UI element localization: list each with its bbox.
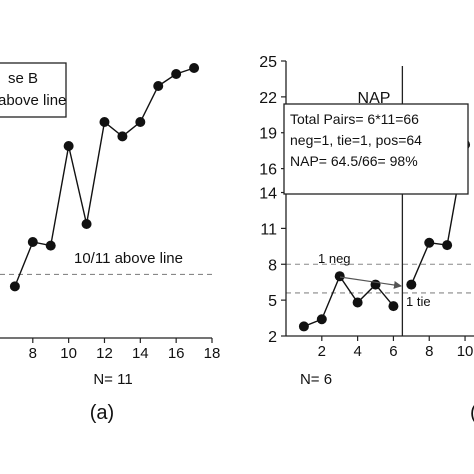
panel-b-x-tick-label: 10 xyxy=(457,343,474,360)
panel-a-label: (a) xyxy=(90,402,114,424)
panel-b-box-line-3: NAP= 64.5/66= 98% xyxy=(290,153,418,169)
panel-a-data-point xyxy=(135,117,146,127)
panel-b-data-point xyxy=(298,321,309,332)
panel-b-neg-arrow xyxy=(339,276,402,289)
panel-a-reference-label: 10/11 above line xyxy=(74,250,183,267)
panel-a-x-tick-label: 14 xyxy=(132,345,149,362)
panel-b-y-tick-label: 14 xyxy=(259,186,277,203)
panel-b-x-tick-label: 8 xyxy=(425,343,433,360)
panel-a-box-line-2: above line xyxy=(0,92,66,109)
panel-b-data-point xyxy=(334,271,345,282)
panel-a-data-point xyxy=(9,281,20,292)
panel-b-y-tick-label: 2 xyxy=(268,329,277,346)
panel-b-tie-label: 1 tie xyxy=(406,294,431,309)
panel-b-data-point xyxy=(352,297,363,308)
panel-b-data-point xyxy=(316,314,327,325)
panel-a-x-tick-label: 10 xyxy=(60,345,77,362)
panel-b-box-line-1: Total Pairs= 6*11=66 xyxy=(290,111,419,127)
panel-b-y-tick-label: 22 xyxy=(259,90,277,107)
panel-b-annotation-box xyxy=(283,103,469,195)
panel-b-xlabel: N= 6 xyxy=(300,371,332,388)
panel-a-data-point xyxy=(99,117,110,127)
panel-b-y-tick-label: 11 xyxy=(260,221,277,238)
panel-a-data-point xyxy=(171,69,182,79)
panel-a-data-point xyxy=(153,81,164,91)
panel-b-x-tick-label: 6 xyxy=(389,343,397,360)
panel-b-data-point xyxy=(388,301,399,312)
panel-b-data-point xyxy=(424,237,435,248)
panel-a-x-tick-label: 18 xyxy=(204,345,221,362)
panel-b-data-point xyxy=(370,279,381,290)
panel-a-data-point xyxy=(45,240,56,251)
panel-b-label: ( xyxy=(470,402,474,424)
panel-b-y-tick-label: 8 xyxy=(268,257,277,274)
panel-a-xlabel: N= 11 xyxy=(93,371,132,388)
panel-b-y-tick-label: 19 xyxy=(259,126,277,143)
panel-b-y-tick-label: 25 xyxy=(259,54,277,71)
panel-b-data-point xyxy=(406,279,417,290)
panel-a-series xyxy=(9,63,200,292)
panel-a-data-point xyxy=(27,237,38,247)
panel-b-data-point xyxy=(442,240,453,251)
panel-a-x-tick-label: 8 xyxy=(29,345,37,362)
panel-b-box-line-2: neg=1, tie=1, pos=64 xyxy=(290,132,422,148)
panel-b-reference-lines xyxy=(286,263,474,294)
panel-b-y-tick-label: 5 xyxy=(268,293,277,310)
panel-a-box-line-1: se B xyxy=(8,70,38,87)
panel-b-phase-label: NAP xyxy=(358,90,391,107)
panel-a-data-point xyxy=(189,63,200,73)
panel-b-series-line xyxy=(410,144,466,285)
panel-b-x-tick-label: 2 xyxy=(318,343,326,360)
panel-b-y-tick-label: 16 xyxy=(259,162,277,179)
panel-a-chart: 8 10 12 14 16 18 se B above line 10/11 above … xyxy=(0,62,221,424)
panel-a-data-point xyxy=(117,131,128,142)
panel-b-x-tick-label: 4 xyxy=(353,343,361,360)
panel-a-axes: 8 10 12 14 16 18 xyxy=(0,337,221,362)
panel-a-annotation-box xyxy=(0,62,67,118)
panel-a-data-point xyxy=(63,141,74,151)
panel-b-neg-label: 1 neg xyxy=(318,251,351,266)
panel-a-x-tick-label: 12 xyxy=(96,345,113,362)
panel-a-x-tick-label: 16 xyxy=(168,345,185,362)
panel-a-data-point xyxy=(81,219,92,229)
